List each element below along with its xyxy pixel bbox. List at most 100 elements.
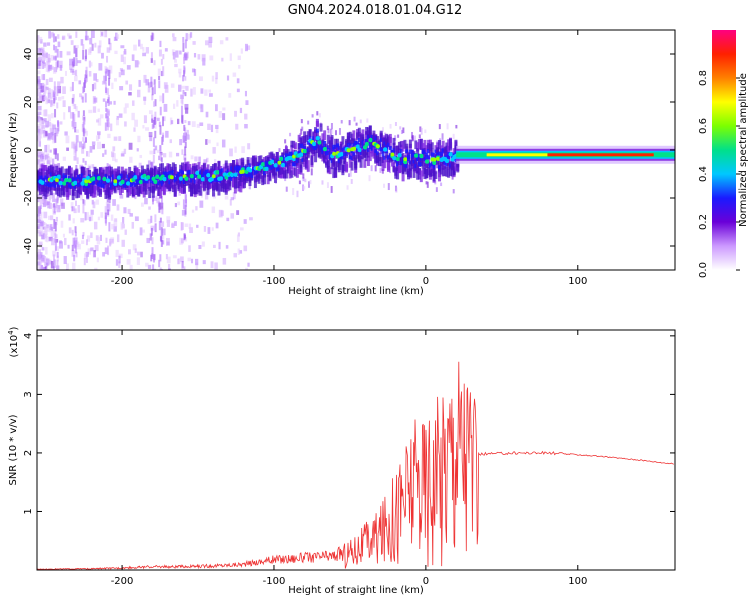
spectrogram-speckle [94,267,98,270]
spectrogram-band-cell [164,175,168,188]
spectrogram-streak [82,121,85,128]
spectrogram-peak [96,176,102,181]
spectrogram-speckle [101,143,105,149]
spectrogram-speckle [193,52,197,58]
spectrogram-band-core [332,144,336,149]
spectrogram-speckle [50,230,54,237]
spectrogram-speckle [70,40,74,45]
spectrogram-band-core [137,179,141,184]
spectrogram-band-cell [361,150,365,160]
spectrogram-peak [63,177,69,183]
colorbar-gradient [712,30,736,270]
spectrogram-speckle [68,214,71,221]
spectrogram-speckle [118,261,121,268]
spectrogram-streak [161,134,164,142]
spectrogram-speckle [143,100,146,105]
spectrogram-speckle [41,61,45,69]
spectrogram-speckle [353,116,356,122]
spectrogram-band-core [129,182,133,187]
spectrogram-speckle [307,181,310,188]
spectrogram-band-core [124,184,128,189]
spectrogram-speckle [37,254,41,261]
spectrogram-band-core [75,177,79,182]
spectrogram-band-core [108,175,112,180]
spectrogram-band-cell [159,179,163,190]
spectrogram-band-cell [155,179,159,189]
spectrogram-speckle [129,264,133,270]
spectrogram-speckle [383,183,386,188]
spectrogram-band-core [334,144,338,149]
spectrogram-streak [108,78,111,86]
spectrogram-speckle [405,140,408,147]
spectrogram-band-cell [40,168,44,181]
spectrogram-band-cell [80,183,84,191]
spectrogram-speckle [197,190,201,196]
spectrogram-speckle [47,215,52,220]
spectrogram-speckle [426,181,429,188]
spectrogram-speckle [37,70,41,75]
spectrogram-streak [53,91,56,102]
spectrogram-speckle [49,149,52,153]
spectrogram-band-cell [345,140,349,149]
spectrogram-speckle [298,180,301,185]
spectrogram-band-cell [235,159,239,167]
spectrogram-speckle [38,241,43,246]
y-tick-label: 40 [23,48,34,61]
spectrogram-speckle [140,251,143,258]
spectrogram-streak [75,142,78,152]
spectrogram-band-cell [228,163,232,172]
spectrogram-band-cell [443,146,447,153]
spectrogram-speckle [37,40,40,48]
spectrogram-speckle [44,223,47,230]
spectrogram-band-core [386,155,390,160]
spectrogram-band-core [443,160,447,165]
spectrogram-band-cell [244,173,248,182]
spectrogram-speckle [338,128,341,135]
spectrogram-band-cell [37,182,40,191]
spectrogram-band-cell [71,189,75,201]
spectrogram-band-cell [365,131,369,139]
spectrogram-streak [153,79,156,85]
spectrogram-speckle [106,203,111,212]
spectrogram-speckle [104,206,107,214]
spectrogram-speckle [113,220,118,228]
snr-x-axis-label: Height of straight line (km) [288,585,424,596]
spectrogram-band-core [246,171,250,176]
spectrogram-streak [162,54,165,60]
spectrogram-band-core [250,173,254,178]
spectrogram-speckle [184,119,187,124]
spectrogram-band-cell [447,139,451,151]
spectrogram-speckle [222,113,226,121]
spectrogram-band-cell [348,139,352,146]
spectrogram-band-core [286,153,290,158]
spectrogram-speckle [205,111,209,118]
spectrogram-band-cell [363,159,367,168]
spectrogram-speckle [45,226,49,232]
spectrogram-band-cell [197,162,201,170]
spectrogram-band-core [439,152,443,157]
spectrogram-speckle [42,267,46,270]
spectrogram-streak [85,254,88,263]
x-tick-label: -200 [111,276,134,287]
spectrogram-band-cell [69,179,73,187]
spectrogram-band-core [268,164,272,169]
spectrogram-speckle [232,72,237,77]
spectrogram-streak [55,202,58,209]
spectrogram-band-cell [222,180,226,193]
spectrogram-speckle [44,233,48,239]
spectrogram-band-core [295,158,299,163]
spectrogram-speckle [71,70,76,75]
spectrogram-band-cell [399,153,403,164]
spectrogram-band-cell [377,152,381,162]
spectrogram-streak [153,148,156,155]
spectrogram-speckle [420,127,423,135]
spectrogram-speckle [38,249,42,254]
spectrogram-streak [151,32,154,41]
spectrogram-speckle [92,106,97,113]
spectrogram-speckle [44,266,48,270]
spectrogram-band-cell [306,160,310,172]
spectrogram-band-core [401,159,405,164]
spectrogram-peak [84,179,89,184]
spectrogram-speckle [381,127,384,132]
spectrogram-band-core [421,150,425,155]
